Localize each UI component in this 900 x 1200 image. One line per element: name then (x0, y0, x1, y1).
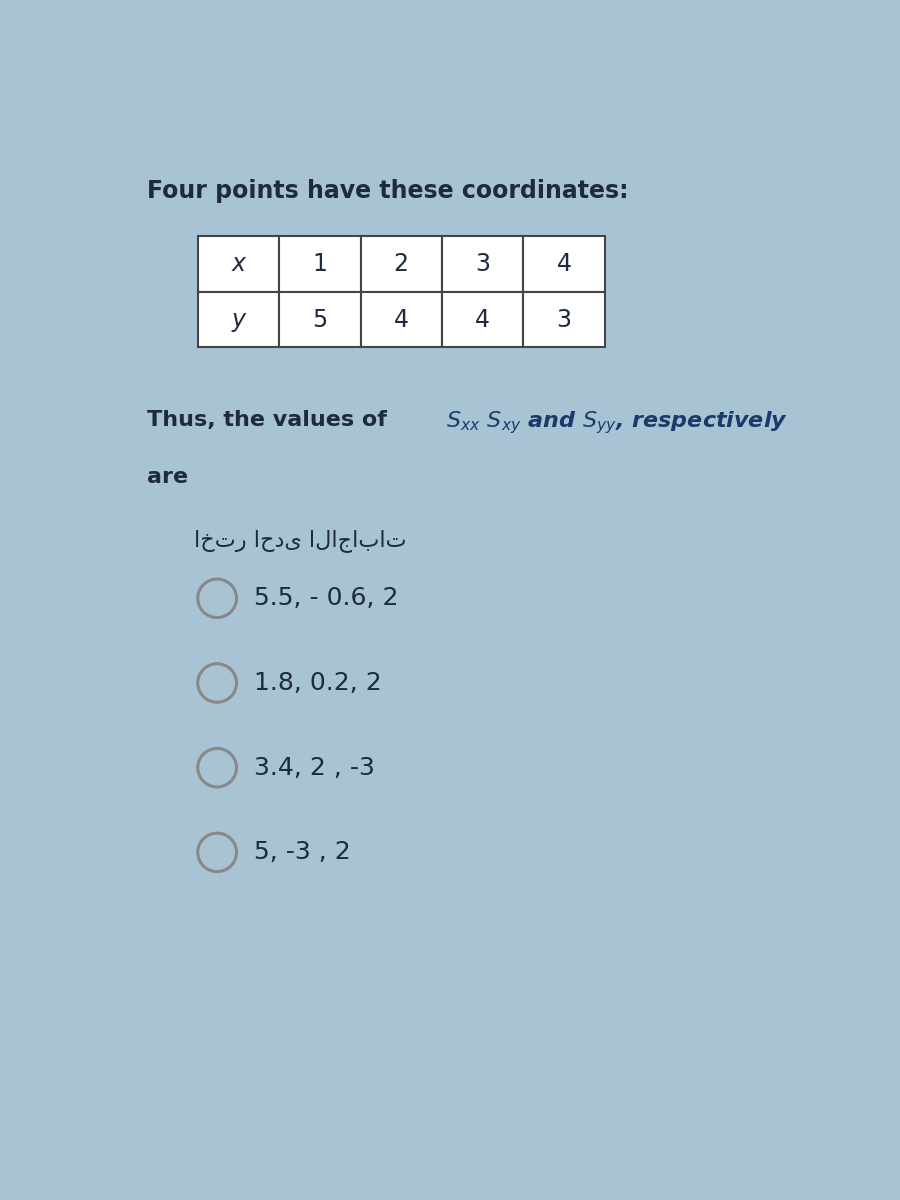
Text: اختر احدى الاجابات: اختر احدى الاجابات (194, 529, 407, 552)
Text: 1: 1 (312, 252, 328, 276)
Text: y: y (231, 307, 246, 331)
Circle shape (198, 749, 237, 787)
Bar (361, 292, 442, 347)
Bar (442, 292, 523, 347)
Text: $\mathit{S_{xx}}$ $\mathit{S_{xy}}$ and $\mathit{S_{yy}}$, respectively: $\mathit{S_{xx}}$ $\mathit{S_{xy}}$ and … (446, 409, 788, 437)
Bar (361, 236, 442, 292)
Bar (279, 292, 361, 347)
Bar (198, 236, 279, 292)
Text: 3: 3 (475, 252, 491, 276)
Text: 4: 4 (556, 252, 572, 276)
Text: 3.4, 2 , -3: 3.4, 2 , -3 (254, 756, 374, 780)
Bar (442, 236, 523, 292)
Bar (279, 236, 361, 292)
Text: 2: 2 (393, 252, 409, 276)
Text: 5, -3 , 2: 5, -3 , 2 (254, 840, 350, 864)
Circle shape (198, 580, 237, 618)
Bar (523, 236, 605, 292)
Circle shape (198, 664, 237, 702)
Text: 4: 4 (393, 307, 409, 331)
Text: 4: 4 (475, 307, 491, 331)
Bar (198, 292, 279, 347)
Text: 1.8, 0.2, 2: 1.8, 0.2, 2 (254, 671, 382, 695)
Text: Four points have these coordinates:: Four points have these coordinates: (148, 179, 629, 203)
Text: 5: 5 (312, 307, 328, 331)
Text: are: are (148, 467, 188, 487)
Text: x: x (231, 252, 246, 276)
Bar (523, 292, 605, 347)
Text: 5.5, - 0.6, 2: 5.5, - 0.6, 2 (254, 587, 398, 611)
Text: 3: 3 (556, 307, 572, 331)
Text: Thus, the values of: Thus, the values of (148, 409, 395, 430)
Circle shape (198, 833, 237, 871)
